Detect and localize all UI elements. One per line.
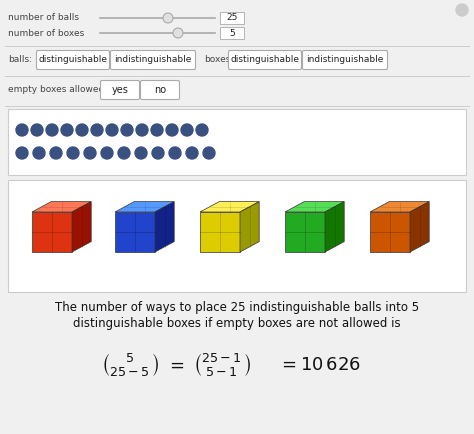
Text: The number of ways to place 25 indistinguishable balls into 5: The number of ways to place 25 indisting… xyxy=(55,302,419,315)
Polygon shape xyxy=(370,202,429,212)
Polygon shape xyxy=(200,202,259,212)
Circle shape xyxy=(181,124,193,136)
Circle shape xyxy=(136,124,148,136)
Polygon shape xyxy=(410,202,429,252)
FancyBboxPatch shape xyxy=(302,50,388,69)
Text: distinguishable boxes if empty boxes are not allowed is: distinguishable boxes if empty boxes are… xyxy=(73,316,401,329)
FancyBboxPatch shape xyxy=(220,27,244,39)
Polygon shape xyxy=(32,212,72,252)
Text: $\binom{25-1}{5-1}$: $\binom{25-1}{5-1}$ xyxy=(193,352,251,378)
Circle shape xyxy=(84,147,96,159)
Circle shape xyxy=(31,124,43,136)
Circle shape xyxy=(50,147,62,159)
Circle shape xyxy=(203,147,215,159)
Polygon shape xyxy=(72,202,91,252)
Circle shape xyxy=(135,147,147,159)
Polygon shape xyxy=(200,212,240,252)
Circle shape xyxy=(173,28,183,38)
Text: no: no xyxy=(154,85,166,95)
FancyBboxPatch shape xyxy=(8,180,466,292)
Polygon shape xyxy=(325,202,344,252)
Text: distinguishable: distinguishable xyxy=(38,56,108,65)
Circle shape xyxy=(118,147,130,159)
Polygon shape xyxy=(285,202,344,212)
Text: number of balls: number of balls xyxy=(8,13,79,23)
Polygon shape xyxy=(285,212,325,252)
Text: balls:: balls: xyxy=(8,56,32,65)
Text: yes: yes xyxy=(111,85,128,95)
Circle shape xyxy=(196,124,208,136)
Circle shape xyxy=(76,124,88,136)
Text: 5: 5 xyxy=(229,29,235,37)
FancyBboxPatch shape xyxy=(228,50,301,69)
Text: empty boxes allowed:: empty boxes allowed: xyxy=(8,85,107,95)
Text: boxes:: boxes: xyxy=(204,56,233,65)
Circle shape xyxy=(16,124,28,136)
Circle shape xyxy=(163,13,173,23)
FancyBboxPatch shape xyxy=(100,80,139,99)
FancyBboxPatch shape xyxy=(110,50,195,69)
Text: distinguishable: distinguishable xyxy=(230,56,300,65)
FancyBboxPatch shape xyxy=(8,109,466,175)
Circle shape xyxy=(106,124,118,136)
Circle shape xyxy=(186,147,198,159)
Circle shape xyxy=(33,147,45,159)
Circle shape xyxy=(67,147,79,159)
Text: $=$: $=$ xyxy=(166,356,184,374)
Circle shape xyxy=(166,124,178,136)
Text: $\binom{5}{25-5}$: $\binom{5}{25-5}$ xyxy=(101,352,159,378)
Polygon shape xyxy=(240,202,259,252)
Circle shape xyxy=(61,124,73,136)
Circle shape xyxy=(46,124,58,136)
Polygon shape xyxy=(32,202,91,212)
Circle shape xyxy=(151,124,163,136)
FancyBboxPatch shape xyxy=(220,12,244,24)
Polygon shape xyxy=(115,212,155,252)
Circle shape xyxy=(456,4,468,16)
Text: indistinguishable: indistinguishable xyxy=(114,56,191,65)
Circle shape xyxy=(121,124,133,136)
Circle shape xyxy=(16,147,28,159)
Polygon shape xyxy=(155,202,174,252)
Text: 25: 25 xyxy=(226,13,237,23)
FancyBboxPatch shape xyxy=(140,80,180,99)
Polygon shape xyxy=(370,212,410,252)
Circle shape xyxy=(152,147,164,159)
Circle shape xyxy=(169,147,181,159)
Polygon shape xyxy=(115,202,174,212)
Text: indistinguishable: indistinguishable xyxy=(306,56,383,65)
Circle shape xyxy=(91,124,103,136)
Text: number of boxes: number of boxes xyxy=(8,29,84,37)
Circle shape xyxy=(101,147,113,159)
Text: $= 10\,626$: $= 10\,626$ xyxy=(278,356,361,374)
FancyBboxPatch shape xyxy=(36,50,109,69)
